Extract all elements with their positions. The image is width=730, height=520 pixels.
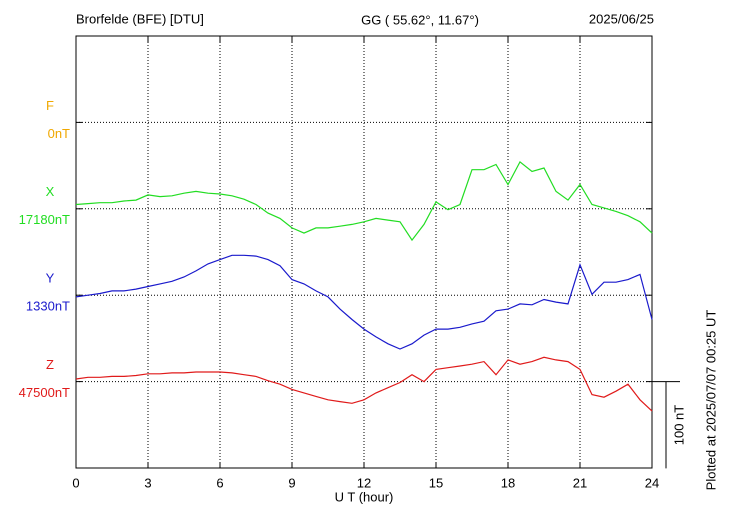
chart-title: Brorfelde (BFE) [DTU] [76,11,204,26]
series-name: F [46,98,54,113]
scale-bar-label: 100 nT [671,405,686,446]
x-tick-label: 24 [645,475,659,490]
series-line [75,356,653,412]
x-tick-label: 18 [501,475,515,490]
baseline-label: 1330nT [26,299,70,314]
x-tick-label: 12 [357,475,371,490]
x-axis-label: U T (hour) [335,489,394,504]
date: 2025/06/25 [589,11,654,26]
x-tick-label: 15 [429,475,443,490]
series-name: X [46,184,55,199]
subtitle: GG ( 55.62°, 11.67°) [361,12,479,27]
baseline-label: 17180nT [19,212,70,227]
x-tick-label: 21 [573,475,587,490]
series-line [75,160,653,242]
footnote: Plotted at 2025/07/07 00:25 UT [703,310,718,491]
x-tick-label: 3 [144,475,151,490]
x-tick-label: 9 [288,475,295,490]
x-tick-label: 6 [216,475,223,490]
x-tick-label: 0 [72,475,79,490]
series-line [75,254,653,350]
series-name: Z [46,357,54,372]
baseline-label: 47500nT [19,385,70,400]
baseline-label: 0nT [48,126,70,141]
series-name: Y [46,271,55,286]
